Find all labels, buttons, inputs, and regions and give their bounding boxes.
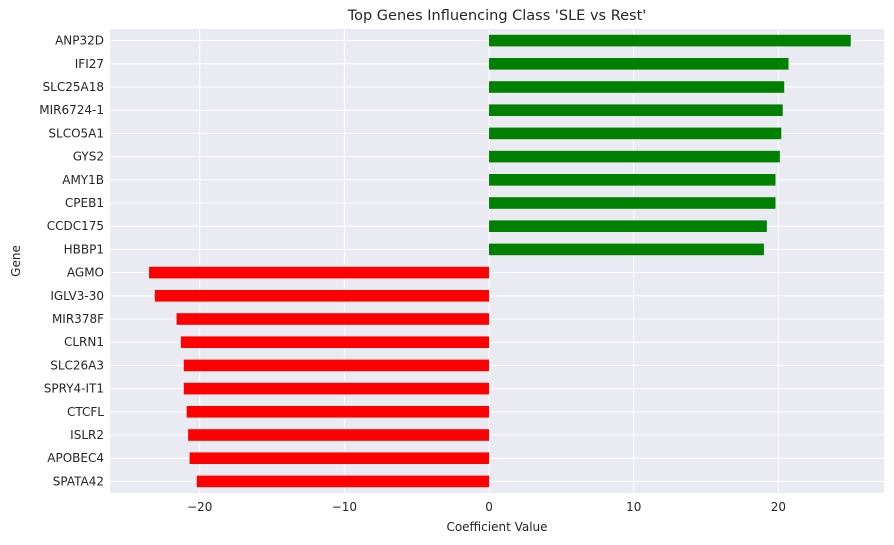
- x-axis-ticks: −20 −10 0 10 20: [187, 500, 786, 514]
- x-tick-label: 0: [485, 500, 493, 514]
- bar-ccdc175: [489, 220, 767, 232]
- y-tick-label: SLC26A3: [50, 358, 104, 372]
- bar-apobec4: [189, 452, 490, 464]
- y-tick-label: SPRY4-IT1: [44, 382, 104, 396]
- bar-mir6724-1: [489, 104, 783, 116]
- bar-anp32d: [489, 34, 851, 47]
- bar-iglv3-30: [154, 290, 490, 302]
- y-tick-label: AMY1B: [62, 173, 104, 187]
- chart-title: Top Genes Influencing Class 'SLE vs Rest…: [347, 8, 647, 24]
- x-tick-label: 10: [626, 500, 641, 514]
- y-tick-label: SPATA42: [53, 474, 104, 488]
- y-tick-label: SLC25A18: [43, 80, 104, 94]
- y-tick-label: HBBP1: [64, 242, 104, 256]
- y-tick-label: MIR378F: [52, 312, 104, 326]
- y-tick-label: CLRN1: [64, 335, 104, 349]
- y-tick-label: GYS2: [73, 150, 104, 164]
- y-tick-label: CTCFL: [67, 405, 104, 419]
- bar-agmo: [149, 266, 490, 279]
- plot-area: [110, 29, 884, 493]
- x-axis-label: Coefficient Value: [446, 520, 547, 534]
- bar-gys2: [489, 150, 780, 163]
- bar-slc26a3: [183, 359, 490, 372]
- y-tick-label: IGLV3-30: [50, 289, 104, 303]
- y-axis-ticks: ANP32D IFI27 SLC25A18 MIR6724-1 SLCO5A1 GYS2 A…: [39, 34, 104, 489]
- bar-amy1b: [489, 174, 776, 186]
- y-tick-label: APOBEC4: [47, 451, 104, 465]
- bar-cpeb1: [489, 197, 776, 209]
- bar-islr2: [188, 429, 490, 441]
- x-tick-label: 20: [771, 500, 786, 514]
- bar-ctcfl: [186, 406, 490, 418]
- bar-ifi27: [489, 58, 789, 70]
- y-tick-label: ISLR2: [70, 428, 104, 442]
- y-tick-label: AGMO: [67, 266, 104, 280]
- bar-spry4-it1: [183, 382, 490, 395]
- bar-slc25a18: [489, 81, 785, 93]
- x-tick-label: −10: [332, 500, 357, 514]
- y-tick-label: CCDC175: [47, 219, 104, 233]
- bar-slco5a1: [489, 127, 782, 140]
- y-tick-label: ANP32D: [55, 34, 104, 48]
- bar-hbbp1: [489, 243, 764, 256]
- bar-spata42: [196, 475, 490, 488]
- y-tick-label: SLCO5A1: [48, 126, 104, 140]
- y-tick-label: MIR6724-1: [39, 103, 104, 117]
- bar-mir378f: [176, 313, 490, 325]
- y-axis-label: Gene: [9, 245, 23, 277]
- y-tick-label: IFI27: [75, 57, 104, 71]
- bar-clrn1: [180, 336, 490, 348]
- x-tick-label: −20: [187, 500, 212, 514]
- y-tick-label: CPEB1: [65, 196, 104, 210]
- bars: [149, 34, 851, 488]
